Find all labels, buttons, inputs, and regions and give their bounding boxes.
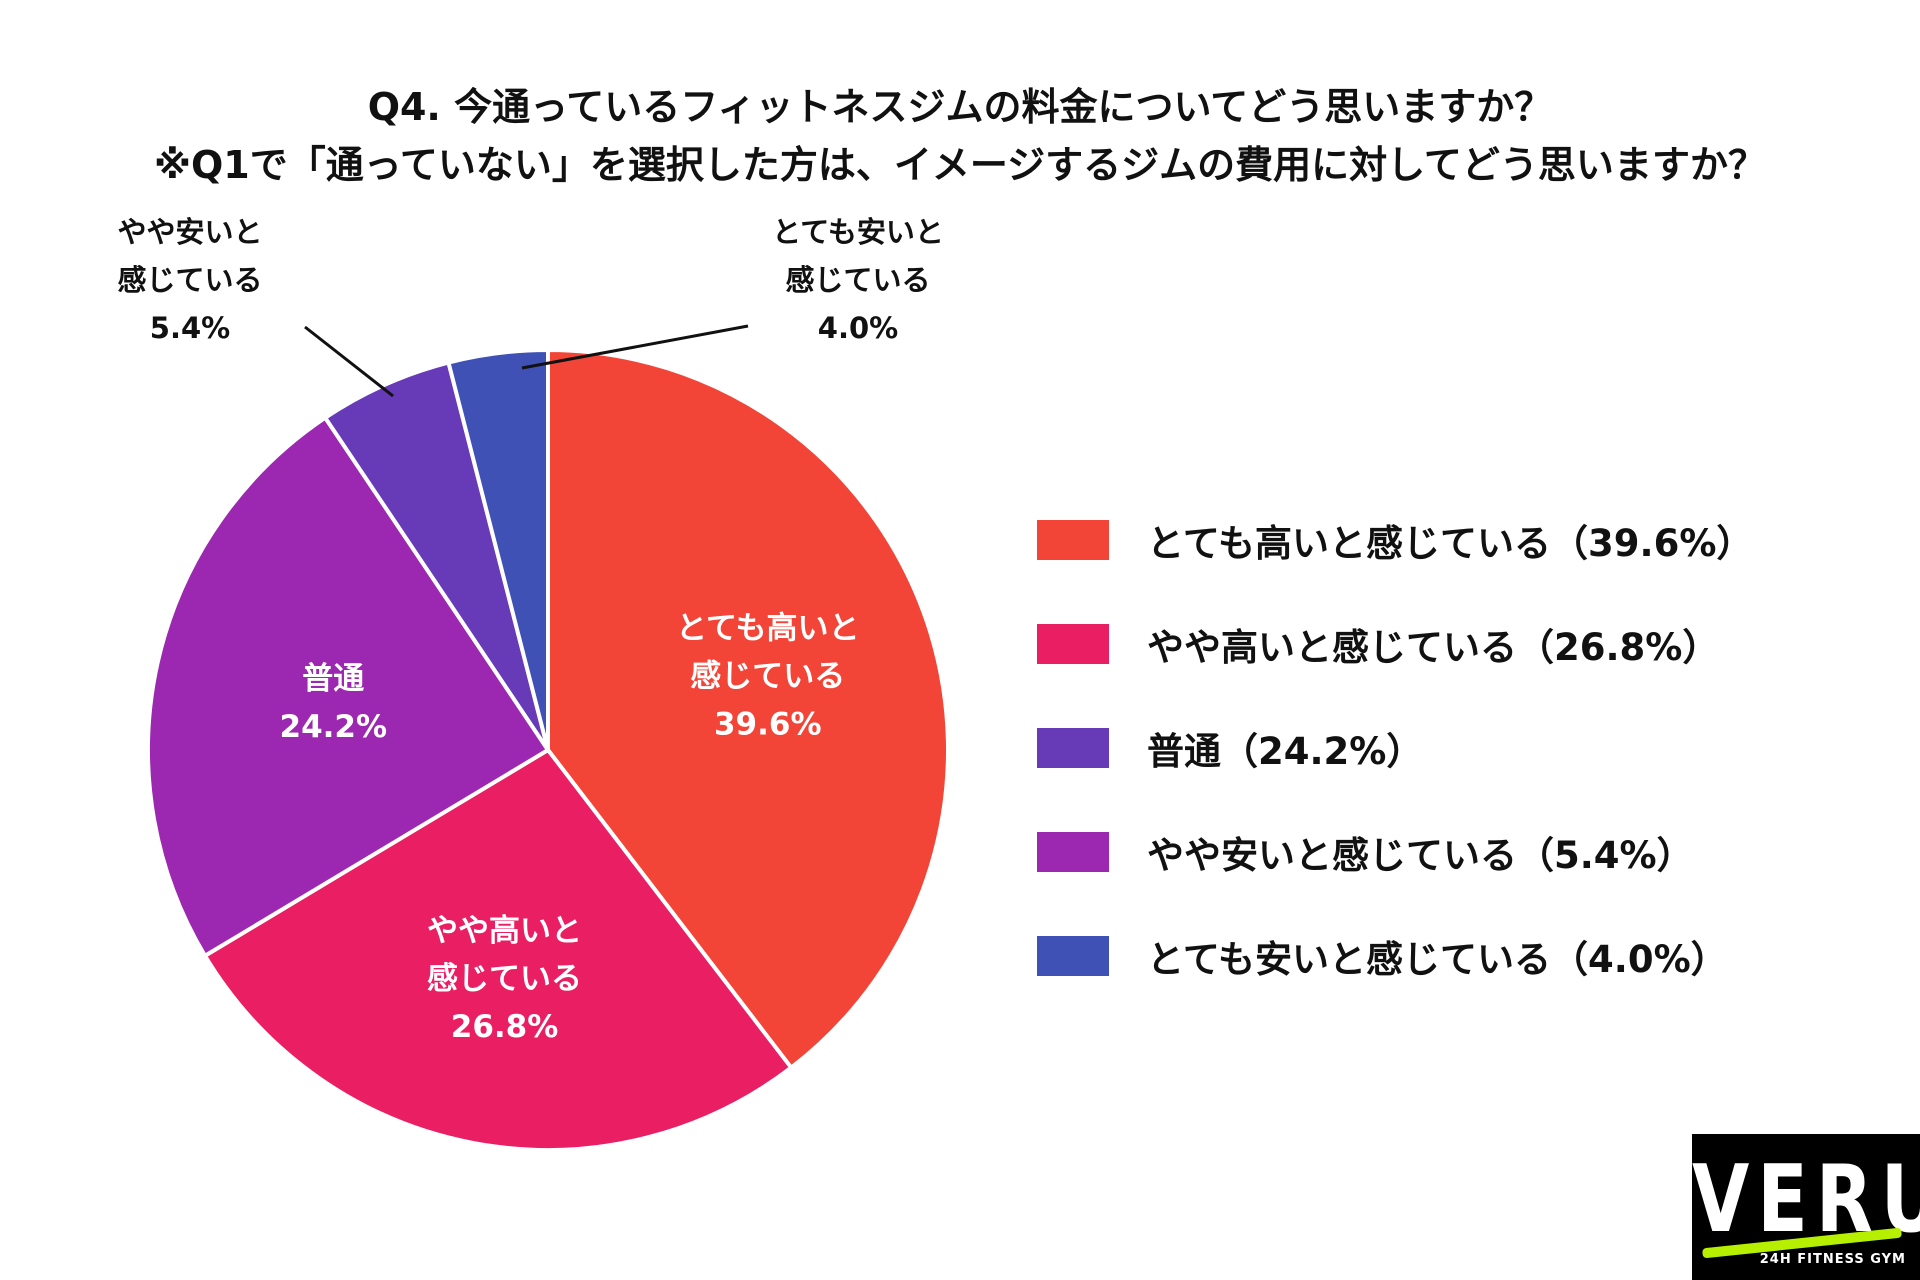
legend-label-3: やや安いと感じている（5.4%） bbox=[1147, 834, 1694, 877]
outside-label-3-line-1: 感じている bbox=[117, 263, 262, 297]
pie-slice-0 bbox=[546, 347, 950, 1071]
leader-line-3 bbox=[304, 325, 394, 398]
legend-item-4: とても安いと感じている（4.0%） bbox=[1037, 904, 1753, 1008]
pie-slice-2 bbox=[146, 414, 551, 959]
outside-label-3-line-2: 5.4% bbox=[150, 311, 230, 345]
pie-slice-3 bbox=[322, 360, 550, 752]
legend-label-2: 普通（24.2%） bbox=[1147, 730, 1424, 773]
outside-label-3-line-0: やや安いと bbox=[117, 215, 262, 249]
slice-label-1-line-1: 感じている bbox=[427, 961, 582, 997]
slice-label-1-line-2: 26.8% bbox=[451, 1009, 559, 1045]
legend: とても高いと感じている（39.6%） やや高いと感じている（26.8%） 普通（24… bbox=[1037, 488, 1753, 1008]
slice-label-2-line-0: 普通 bbox=[302, 661, 364, 697]
legend-item-2: 普通（24.2%） bbox=[1037, 696, 1753, 800]
outside-label-4-line-2: 4.0% bbox=[818, 311, 898, 345]
slice-label-2: 普通 24.2% bbox=[280, 661, 388, 745]
legend-item-3: やや安いと感じている（5.4%） bbox=[1037, 800, 1753, 904]
pie-slice-4 bbox=[446, 347, 550, 751]
legend-label-4: とても安いと感じている（4.0%） bbox=[1147, 938, 1728, 981]
legend-swatch-3 bbox=[1037, 832, 1109, 872]
verus-logo: VERUS 24H FITNESS GYM bbox=[1692, 1134, 1920, 1280]
slice-label-0-line-1: 感じている bbox=[690, 659, 845, 695]
slice-label-0-line-0: とても高いと bbox=[676, 611, 860, 647]
chart-title: Q4. 今通っているフィットネスジムの料金についてどう思いますか？ ※Q1で「通… bbox=[0, 78, 1920, 194]
legend-label-1: やや高いと感じている（26.8%） bbox=[1147, 626, 1720, 669]
outside-label-4-line-0: とても安いと bbox=[772, 215, 944, 249]
legend-label-0: とても高いと感じている（39.6%） bbox=[1147, 522, 1754, 565]
outside-label-4: とても安いと感じている 4.0% bbox=[772, 215, 944, 345]
pie-slice-1 bbox=[202, 747, 794, 1152]
slice-label-0-line-2: 39.6% bbox=[714, 707, 822, 743]
slice-label-1-line-0: やや高いと bbox=[427, 913, 582, 949]
chart-title-line2: ※Q1で「通っていない」を選択した方は、イメージするジムの費用に対してどう思いま… bbox=[154, 143, 1766, 187]
legend-swatch-0 bbox=[1037, 520, 1109, 560]
outside-label-3: やや安いと感じている 5.4% bbox=[117, 215, 262, 345]
legend-swatch-4 bbox=[1037, 936, 1109, 976]
leader-line-4 bbox=[521, 324, 749, 370]
logo-tagline: 24H FITNESS GYM bbox=[1759, 1252, 1906, 1267]
legend-item-0: とても高いと感じている（39.6%） bbox=[1037, 488, 1753, 592]
slice-label-1: やや高いと感じている 26.8% bbox=[427, 913, 582, 1045]
slice-label-2-line-1: 24.2% bbox=[280, 709, 388, 745]
legend-swatch-2 bbox=[1037, 728, 1109, 768]
slice-label-0: とても高いと感じている 39.6% bbox=[676, 611, 860, 743]
chart-title-line1: Q4. 今通っているフィットネスジムの料金についてどう思いますか？ bbox=[367, 85, 1553, 129]
legend-item-1: やや高いと感じている（26.8%） bbox=[1037, 592, 1753, 696]
legend-swatch-1 bbox=[1037, 624, 1109, 664]
outside-label-4-line-1: 感じている bbox=[785, 263, 930, 297]
